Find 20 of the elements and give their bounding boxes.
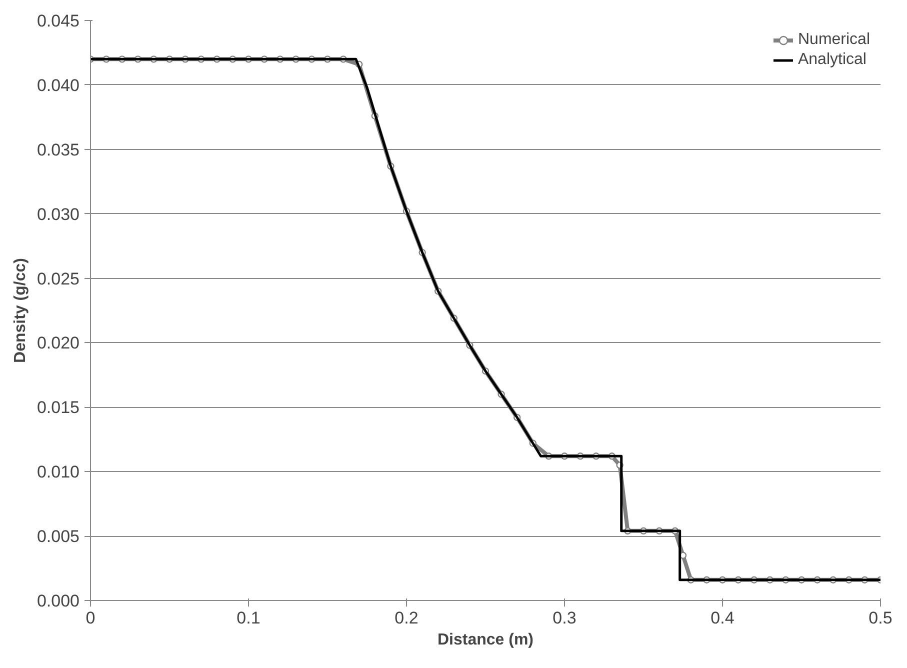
y-tick-label: 0.030	[36, 204, 80, 224]
x-tick-label: 0.3	[552, 608, 576, 628]
y-tick-label: 0.035	[36, 140, 80, 160]
y-tick-label: 0.005	[36, 527, 80, 546]
x-tick-label: 0	[86, 608, 96, 628]
y-tick-label: 0.020	[36, 334, 80, 353]
y-tick-label: 0.040	[36, 76, 80, 95]
x-tick-label: 0.2	[394, 608, 418, 628]
y-tick-label: 0.015	[36, 398, 80, 418]
y-tick-label: 0.045	[36, 12, 80, 30]
x-tick-label: 0.5	[868, 608, 892, 628]
y-tick-label: 0.000	[36, 592, 80, 610]
legend-label: Numerical	[798, 31, 870, 49]
legend-label: Analytical	[798, 51, 866, 69]
y-tick-label: 0.010	[36, 462, 80, 482]
y-axis-title: Density (g/cc)	[12, 258, 29, 363]
y-tick-label: 0.025	[36, 269, 80, 288]
x-tick-label: 0.1	[236, 608, 260, 628]
x-tick-label: 0.4	[710, 608, 734, 628]
x-axis-title: Distance (m)	[437, 632, 534, 648]
